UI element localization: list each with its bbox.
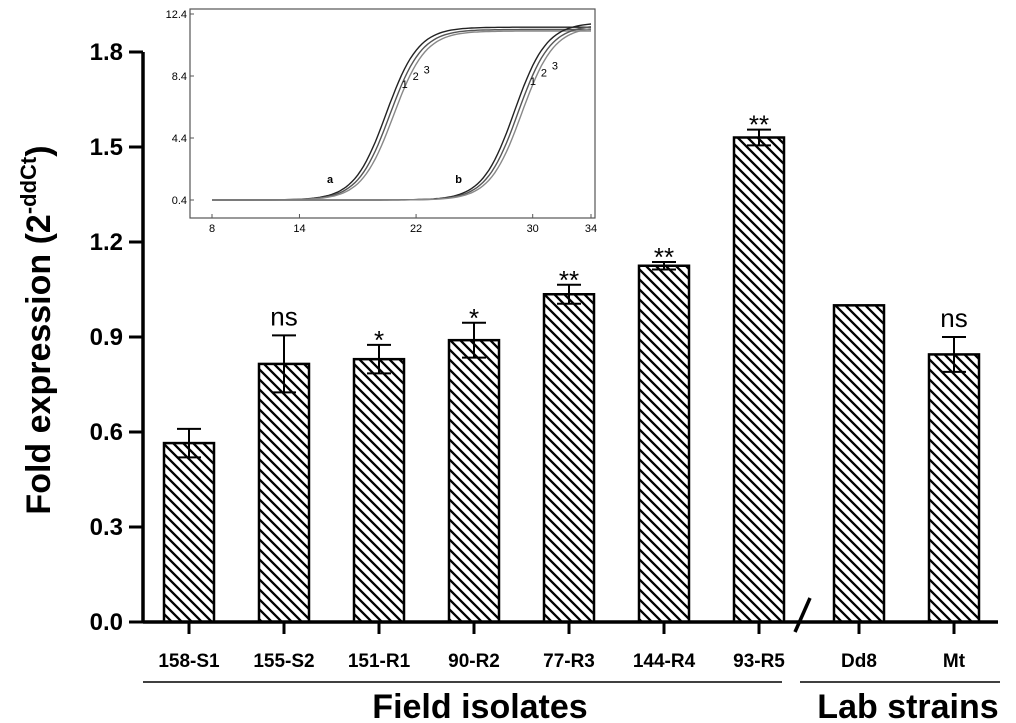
group-label: Lab strains <box>817 688 998 723</box>
significance-label: ** <box>559 265 579 295</box>
bars: ns********ns <box>162 110 981 624</box>
bar <box>927 353 981 624</box>
significance-label: ns <box>940 303 967 333</box>
y-tick-label: 1.2 <box>90 229 123 256</box>
inset-x-tick-label: 30 <box>527 223 539 235</box>
group-label: Field isolates <box>372 688 587 723</box>
axis-break-mark <box>793 597 812 633</box>
y-axis-label: Fold expression (2-ddCt) <box>16 145 58 514</box>
bar <box>637 264 691 624</box>
significance-label: ** <box>749 110 769 140</box>
bar <box>542 293 596 624</box>
x-tick-label: 151-R1 <box>348 651 411 672</box>
inset-group-label: b <box>455 174 462 186</box>
inset-replicate-label: 3 <box>552 61 558 73</box>
inset-y-tick-label: 4.4 <box>172 133 187 145</box>
x-tick-label: 90-R2 <box>448 651 500 672</box>
y-tick-label: 1.8 <box>90 39 123 66</box>
inset-y-tick-label: 8.4 <box>172 71 187 83</box>
inset-replicate-label: 2 <box>413 71 419 83</box>
significance-label: ns <box>270 301 297 331</box>
bar <box>162 441 216 624</box>
x-tick-label: 77-R3 <box>543 651 595 672</box>
inset-x-tick-label: 8 <box>209 223 215 235</box>
inset-x-tick-label: 22 <box>410 223 422 235</box>
significance-label: * <box>374 325 384 355</box>
x-axis-labels: 158-S1 155-S2 151-R1 90-R2 77-R3 144-R4 93-R5 D… <box>158 622 966 672</box>
inset-y-tick-label: 0.4 <box>172 195 187 207</box>
inset-replicate-label: 1 <box>530 76 536 88</box>
x-tick-label: Mt <box>943 651 966 672</box>
y-tick-label: 1.5 <box>90 134 123 161</box>
x-tick-label: 144-R4 <box>633 651 696 672</box>
significance-label: ** <box>654 242 674 272</box>
x-tick-label: 158-S1 <box>158 651 220 672</box>
y-tick-label: 0.0 <box>90 609 123 636</box>
bar <box>732 136 786 624</box>
y-axis: 0.0 0.3 0.6 0.9 1.2 1.5 1.8 <box>90 39 143 636</box>
inset-curve <box>212 28 592 201</box>
x-tick-label: 155-S2 <box>253 651 314 672</box>
inset-frame <box>189 8 596 219</box>
inset-x-tick-label: 34 <box>585 223 597 235</box>
x-tick-label: Dd8 <box>841 651 877 672</box>
y-tick-label: 0.9 <box>90 324 123 351</box>
inset-y-tick-label: 12.4 <box>166 9 187 21</box>
group-labels: Field isolates Lab strains <box>143 681 1000 723</box>
y-tick-label: 0.6 <box>90 419 123 446</box>
significance-label: * <box>469 303 479 333</box>
inset-replicate-label: 3 <box>424 64 430 76</box>
inset-replicate-label: 1 <box>402 79 408 91</box>
bar <box>447 338 501 624</box>
inset-x-tick-label: 14 <box>293 223 305 235</box>
inset-group-label: a <box>327 174 334 186</box>
bar <box>257 362 311 624</box>
inset-replicate-label: 2 <box>541 67 547 79</box>
y-tick-label: 0.3 <box>90 514 123 541</box>
bar <box>352 357 406 624</box>
bar <box>832 304 886 624</box>
x-tick-label: 93-R5 <box>733 651 785 672</box>
